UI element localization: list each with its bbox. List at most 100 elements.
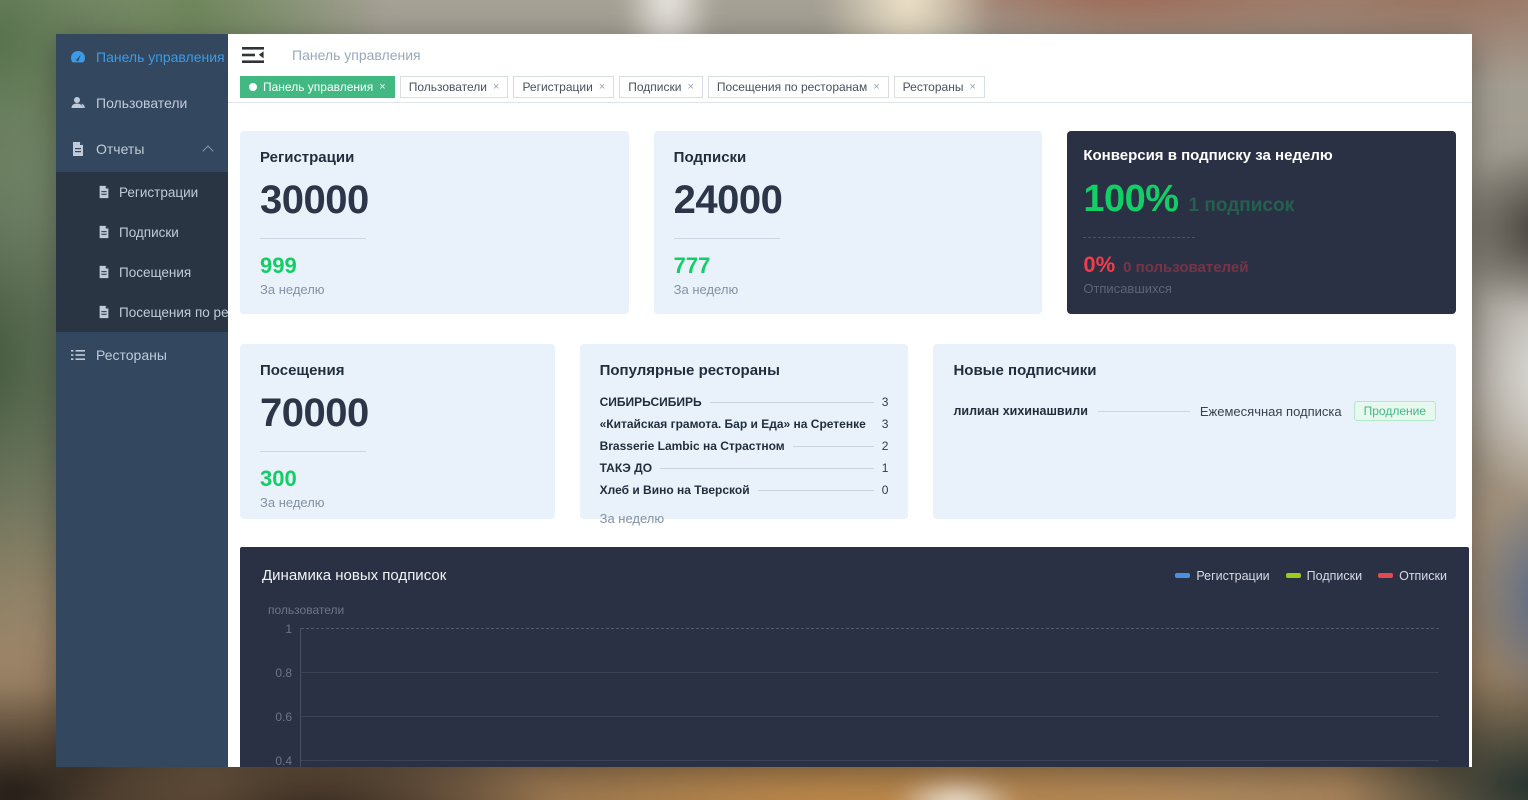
page-title: Панель управления <box>292 47 421 63</box>
subscriber-name: лилиан хихинашвили <box>953 404 1088 418</box>
document-icon <box>99 185 109 199</box>
tab-dashboard[interactable]: Панель управления × <box>240 76 395 98</box>
app-window: Панель управления Пользователи Отчеты <box>56 34 1472 767</box>
subscription-plan: Ежемесячная подписка <box>1199 403 1342 419</box>
card-title: Посещения <box>260 362 345 379</box>
week-label: За неделю <box>260 495 325 510</box>
restaurant-value: 3 <box>881 395 889 409</box>
sidebar-item-reports[interactable]: Отчеты <box>56 126 228 172</box>
card-registrations: Регистрации 30000 999 За неделю <box>240 131 629 314</box>
close-icon[interactable]: × <box>493 81 500 93</box>
sidebar-subitem-registrations[interactable]: Регистрации <box>56 172 228 212</box>
renewal-badge[interactable]: Продление <box>1353 401 1436 421</box>
restaurant-list: СИБИРЬСИБИРЬ 3 «Китайская грамота. Бар и… <box>600 395 889 497</box>
tab-subscriptions[interactable]: Подписки × <box>619 76 703 98</box>
restaurant-name: Хлеб и Вино на Тверской <box>599 483 750 497</box>
sidebar-subitem-label: Посещения по ресторанам <box>119 304 228 320</box>
tab-label: Рестораны <box>902 80 964 94</box>
list-item: Brasserie Lambic на Страстном 2 <box>600 439 889 453</box>
cards-row-1: Регистрации 30000 999 За неделю Подписки… <box>228 131 1472 314</box>
churn-rate: 0% <box>1083 252 1116 277</box>
visits-total: 70000 <box>260 391 369 435</box>
list-item: «Китайская грамота. Бар и Еда» на Сретен… <box>600 417 889 431</box>
registrations-week-value: 999 <box>260 253 297 278</box>
sidebar-item-users[interactable]: Пользователи <box>56 80 228 126</box>
close-icon[interactable]: × <box>379 81 386 93</box>
card-new-subscribers: Новые подписчики лилиан хихинашвили Ежем… <box>933 344 1456 519</box>
divider <box>1083 237 1196 238</box>
sidebar-subitem-visits-by-restaurant[interactable]: Посещения по ресторанам <box>56 292 228 332</box>
close-icon[interactable]: × <box>969 81 976 93</box>
sidebar-subitem-label: Подписки <box>119 224 179 240</box>
restaurant-name: СИБИРЬСИБИРЬ <box>599 395 702 409</box>
sidebar-subitem-label: Регистрации <box>119 184 199 200</box>
sidebar-item-dashboard[interactable]: Панель управления <box>56 34 228 80</box>
sidebar-item-label: Пользователи <box>96 95 188 111</box>
card-title: Популярные рестораны <box>599 362 780 379</box>
sidebar-item-label: Рестораны <box>96 347 167 363</box>
sidebar-subitem-subscriptions[interactable]: Подписки <box>56 212 228 252</box>
list-item: Хлеб и Вино на Тверской 0 <box>600 483 889 497</box>
list-item: ТАКЭ ДО 1 <box>600 461 889 475</box>
legend-swatch-blue <box>1175 573 1191 578</box>
leader-line <box>709 402 874 403</box>
legend-label: Отписки <box>1399 568 1447 583</box>
week-label: За неделю <box>599 511 665 526</box>
y-tick: 0.4 <box>275 754 292 767</box>
tab-registrations[interactable]: Регистрации × <box>513 76 615 98</box>
users-icon <box>71 97 85 108</box>
tab-visits-by-restaurant[interactable]: Посещения по ресторанам × <box>707 76 889 98</box>
conversion-rate: 100% <box>1083 178 1179 220</box>
leader-line <box>1097 410 1190 412</box>
conversion-note: 1 подписок <box>1188 195 1295 216</box>
visits-week-value: 300 <box>260 466 297 491</box>
leader-line <box>660 468 874 469</box>
close-icon[interactable]: × <box>873 81 880 93</box>
subscriptions-week-value: 777 <box>673 253 711 278</box>
fold-sidebar-icon[interactable] <box>242 46 264 64</box>
legend-item-subscriptions[interactable]: Подписки <box>1285 568 1363 583</box>
tab-users[interactable]: Пользователи × <box>399 76 509 98</box>
week-label: За неделю <box>673 282 739 297</box>
sidebar-submenu-reports: Регистрации Подписки Посещения <box>56 172 228 332</box>
divider <box>673 238 780 239</box>
registrations-total: 30000 <box>260 178 369 222</box>
main-column: Панель управления Панель управления × По… <box>228 34 1472 767</box>
restaurant-value: 1 <box>881 461 889 475</box>
restaurant-value: 0 <box>881 483 889 497</box>
card-title: Подписки <box>673 149 747 166</box>
chevron-up-icon <box>202 145 214 157</box>
gridline: 1 <box>285 622 1439 636</box>
cards-row-2: Посещения 70000 300 За неделю Популярные… <box>228 344 1472 526</box>
list-item: СИБИРЬСИБИРЬ 3 <box>600 395 889 409</box>
tab-label: Панель управления <box>263 80 374 94</box>
card-subscriptions: Подписки 24000 777 За неделю <box>653 131 1043 314</box>
y-tick: 0.8 <box>275 666 292 680</box>
sidebar-item-label: Панель управления <box>96 49 225 65</box>
list-icon <box>71 350 85 360</box>
legend-label: Регистрации <box>1196 568 1270 583</box>
card-conversion: Конверсия в подписку за неделю 100% 1 по… <box>1067 131 1456 314</box>
subscriptions-dynamics-chart: Динамика новых подписок Регистрации Подп… <box>240 547 1469 767</box>
tab-restaurants[interactable]: Рестораны × <box>893 76 985 98</box>
legend-item-registrations[interactable]: Регистрации <box>1175 568 1270 583</box>
tab-label: Регистрации <box>522 80 593 94</box>
legend-item-unsubscribes[interactable]: Отписки <box>1378 569 1447 583</box>
legend-swatch-green <box>1285 573 1301 578</box>
card-popular-restaurants: Популярные рестораны СИБИРЬСИБИРЬ 3 «Кит… <box>579 344 909 526</box>
sidebar-item-restaurants[interactable]: Рестораны <box>56 332 228 378</box>
close-icon[interactable]: × <box>687 81 694 93</box>
tab-label: Посещения по ресторанам <box>716 80 868 94</box>
legend-swatch-red <box>1378 573 1394 578</box>
sidebar-item-label: Отчеты <box>96 141 145 157</box>
restaurant-name: Brasserie Lambic на Страстном <box>599 439 785 453</box>
dashboard-icon <box>71 51 85 63</box>
restaurant-value: 2 <box>881 439 889 453</box>
chart-header: Динамика новых подписок Регистрации Подп… <box>240 547 1469 584</box>
close-icon[interactable]: × <box>598 81 606 93</box>
legend-label: Подписки <box>1306 568 1363 583</box>
leader-line <box>792 446 874 447</box>
card-title: Конверсия в подписку за неделю <box>1083 147 1333 164</box>
churn-rate-line: 0% 0 пользователей <box>1083 252 1440 278</box>
sidebar-subitem-visits[interactable]: Посещения <box>56 252 228 292</box>
